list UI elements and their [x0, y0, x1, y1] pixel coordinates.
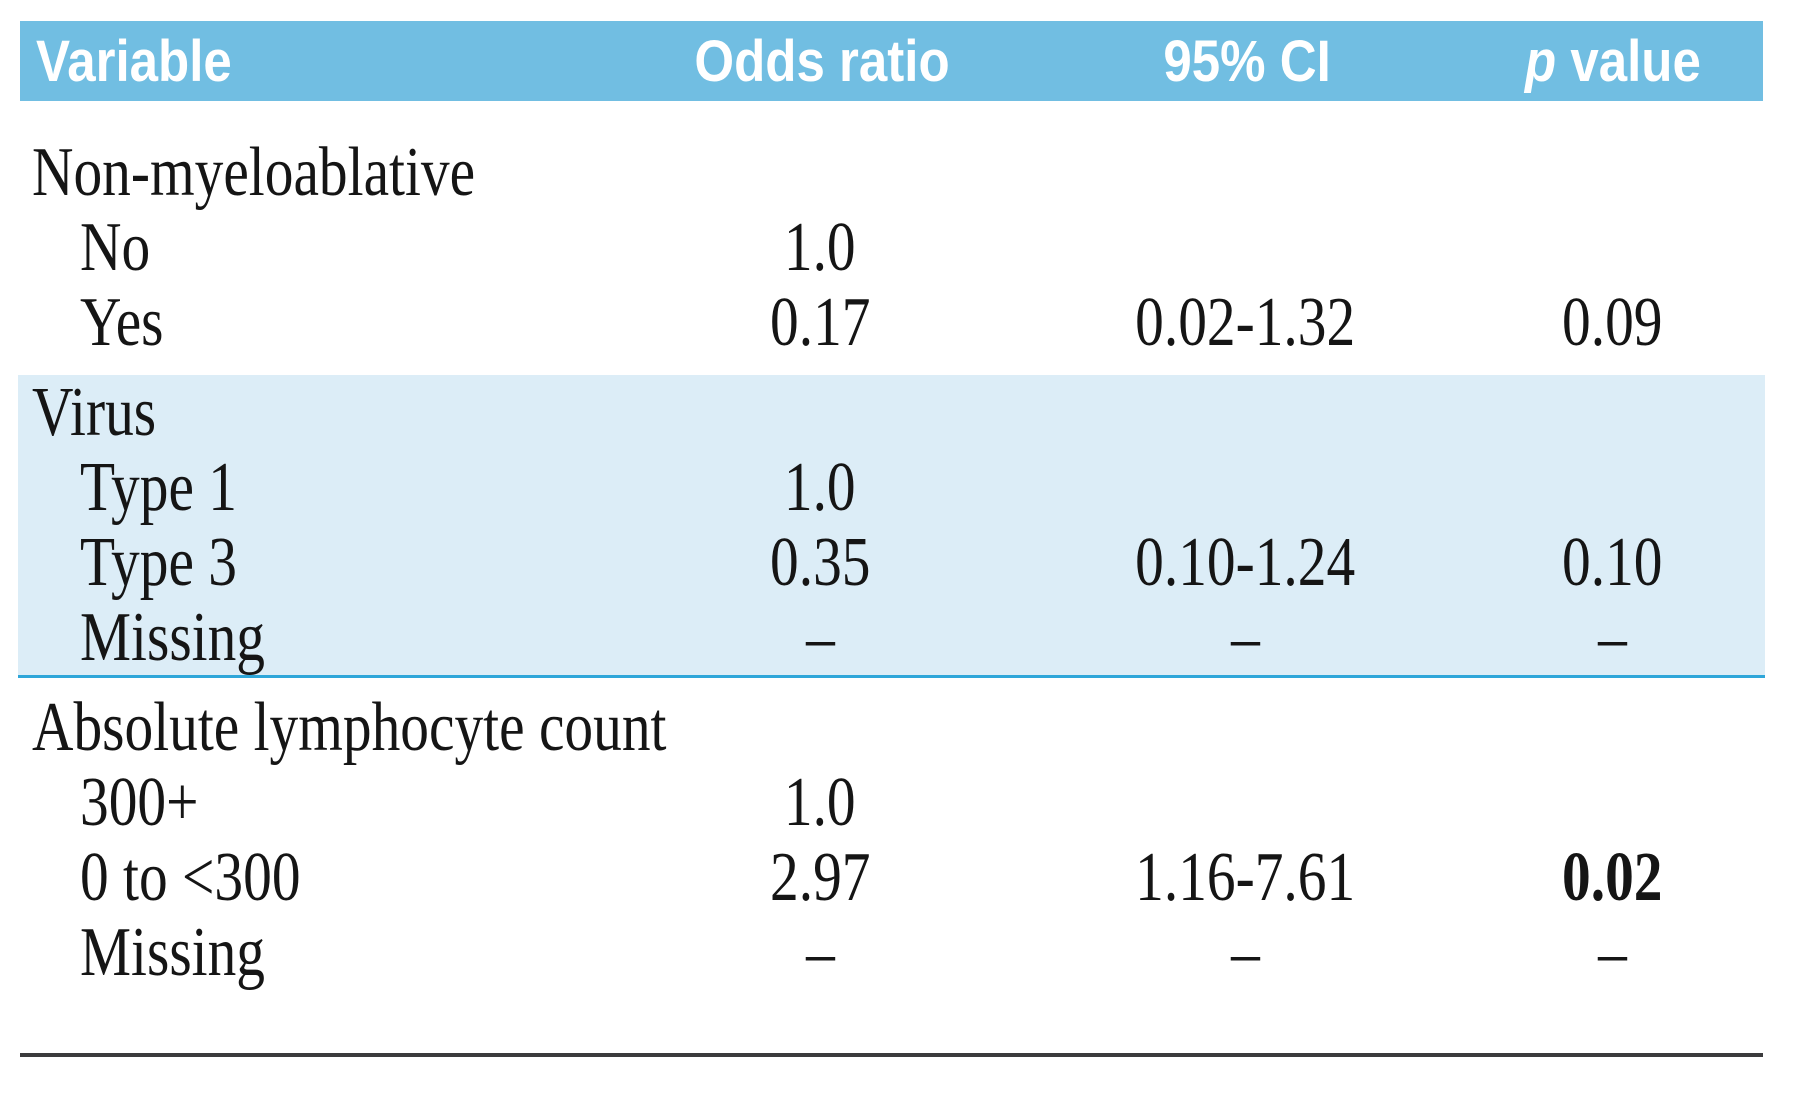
odds-ratio-cell: – — [805, 599, 835, 676]
odds-ratio-cell: 1.0 — [784, 764, 856, 841]
table-row: Type 1 1.0 — [18, 450, 1765, 525]
row-label: Missing — [80, 914, 266, 991]
p-value-cell: – — [1598, 914, 1627, 991]
row-label: Type 1 — [80, 449, 237, 526]
group-label: Absolute lymphocyte count — [32, 689, 667, 766]
p-value-cell: – — [1598, 599, 1627, 676]
odds-ratio-cell: 0.17 — [769, 284, 871, 361]
table-row: Yes 0.17 0.02-1.32 0.09 — [18, 285, 1765, 360]
column-header-95ci: 95% CI — [1163, 28, 1331, 94]
table-row: No 1.0 — [18, 210, 1765, 285]
row-label: No — [80, 209, 151, 286]
odds-ratio-cell: 1.0 — [784, 209, 856, 286]
row-label: Missing — [80, 599, 266, 676]
ci-cell: – — [1230, 914, 1260, 991]
section-virus: Virus Type 1 1.0 Type 3 0.35 0.10-1.24 0… — [18, 375, 1765, 678]
p-value-cell: 0.09 — [1562, 284, 1663, 361]
ci-cell: 0.10-1.24 — [1134, 524, 1356, 601]
odds-ratio-cell: 0.35 — [769, 524, 871, 601]
ci-cell: 1.16-7.61 — [1134, 839, 1356, 916]
row-label: Type 3 — [80, 524, 237, 601]
row-label: Yes — [80, 284, 164, 361]
odds-ratio-cell: – — [805, 914, 835, 991]
group-label: Non-myeloablative — [32, 134, 476, 211]
table-bottom-rule — [20, 1053, 1763, 1057]
row-label: 300+ — [80, 764, 199, 841]
table-row: Missing – – – — [18, 915, 1765, 990]
table-row: Virus — [18, 375, 1765, 450]
section-absolute-lymphocyte-count: Absolute lymphocyte count 300+ 1.0 0 to … — [18, 678, 1765, 990]
table-header-row: Variable Odds ratio 95% CI p value — [20, 21, 1763, 101]
ci-cell: – — [1230, 599, 1260, 676]
row-label: 0 to <300 — [80, 839, 301, 916]
p-value-cell: 0.02 — [1562, 839, 1663, 916]
odds-ratio-cell: 2.97 — [769, 839, 871, 916]
table-row: Missing – – – — [18, 600, 1765, 675]
column-header-p-value: p value — [1524, 28, 1701, 94]
table-row: Non-myeloablative — [18, 135, 1765, 210]
table-row: Absolute lymphocyte count — [18, 690, 1765, 765]
odds-ratio-cell: 1.0 — [784, 449, 856, 526]
table-row: Type 3 0.35 0.10-1.24 0.10 — [18, 525, 1765, 600]
table-row: 0 to <300 2.97 1.16-7.61 0.02 — [18, 840, 1765, 915]
table-row: 300+ 1.0 — [18, 765, 1765, 840]
ci-cell: 0.02-1.32 — [1134, 284, 1356, 361]
section-non-myeloablative: Non-myeloablative No 1.0 Yes 0.17 0.02-1… — [18, 135, 1765, 360]
column-header-odds-ratio: Odds ratio — [694, 28, 950, 94]
group-label: Virus — [32, 374, 157, 451]
column-header-variable: Variable — [36, 28, 232, 94]
p-value-cell: 0.10 — [1562, 524, 1663, 601]
